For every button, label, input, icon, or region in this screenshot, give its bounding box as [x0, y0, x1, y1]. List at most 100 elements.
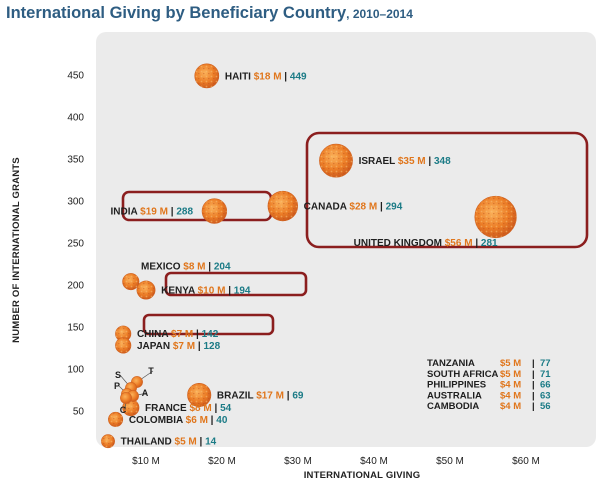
giving-amount: $35 M	[398, 156, 426, 167]
y-tick-label: 50	[73, 407, 85, 418]
label-separator: |	[426, 156, 434, 167]
country-name: JAPAN	[137, 341, 170, 352]
table-amount: $4 M	[500, 390, 521, 401]
x-tick-label: $10 M	[132, 456, 160, 467]
giving-amount: $10 M	[198, 286, 226, 297]
label-separator: |	[193, 329, 201, 340]
highlight-box-kenya	[164, 271, 308, 297]
table-country: TANZANIA	[427, 358, 475, 369]
table-separator: |	[532, 369, 535, 380]
bubble-texture-mexico	[122, 273, 140, 290]
giving-amount: $8 M	[183, 261, 205, 272]
label-haiti: HAITI $18 M | 449	[225, 71, 307, 82]
label-united-kingdom: UNITED KINGDOM $56 M | 281	[354, 238, 498, 249]
bubble-texture-haiti	[194, 63, 219, 88]
label-separator: |	[212, 403, 220, 414]
country-name: COLOMBIA	[129, 415, 183, 426]
grant-count: 348	[434, 156, 451, 167]
label-france: FRANCE $8 M | 54	[145, 403, 232, 414]
label-separator: |	[284, 391, 292, 402]
bubble-texture-kenya	[136, 280, 156, 300]
country-name: MEXICO	[141, 261, 181, 272]
giving-amount: $6 M	[186, 415, 208, 426]
table-amount: $4 M	[500, 401, 521, 412]
chart-subtitle: , 2010–2014	[346, 7, 413, 21]
giving-amount: $8 M	[189, 403, 211, 414]
label-israel: ISRAEL $35 M | 348	[359, 156, 452, 167]
table-country: CAMBODIA	[427, 401, 479, 412]
y-tick-label: 250	[67, 239, 84, 250]
marker-letter-c: C	[120, 405, 127, 415]
grant-count: 128	[203, 341, 220, 352]
x-tick-label: $40 M	[360, 456, 388, 467]
table-country: AUSTRALIA	[427, 390, 482, 401]
bubble-texture-canada	[267, 191, 298, 221]
giving-amount: $18 M	[254, 71, 282, 82]
label-mexico: MEXICO $8 M | 204	[141, 261, 231, 272]
table-grants: 71	[540, 369, 551, 380]
grant-count: 40	[216, 415, 228, 426]
bubble-texture-japan	[115, 337, 131, 354]
y-tick-label: 150	[67, 323, 84, 334]
chart-title-main: International Giving by Beneficiary Coun…	[6, 4, 347, 22]
marker-letter-s: S	[115, 370, 121, 380]
highlight-box-group	[305, 131, 589, 249]
table-amount: $4 M	[500, 380, 521, 391]
label-india: INDIA $19 M | 288	[111, 207, 194, 218]
label-separator: |	[168, 207, 176, 218]
x-tick-label: $60 M	[512, 456, 540, 467]
marker-letter-t: T	[148, 366, 154, 376]
label-separator: |	[197, 437, 205, 448]
label-kenya: KENYA $10 M | 194	[161, 286, 251, 297]
x-tick-label: $20 M	[208, 456, 236, 467]
country-name: UNITED KINGDOM	[354, 238, 442, 249]
table-grants: 63	[540, 390, 551, 401]
label-thailand: THAILAND $5 M | 14	[121, 437, 217, 448]
chart-title: International Giving by Beneficiary Coun…	[6, 4, 413, 23]
table-country: PHILIPPINES	[427, 380, 486, 391]
table-amount: $5 M	[500, 358, 521, 369]
label-separator: |	[195, 341, 203, 352]
bubble-texture-india	[202, 198, 227, 224]
table-country: SOUTH AFRICA	[427, 369, 499, 380]
label-separator: |	[377, 202, 385, 213]
x-axis-title: INTERNATIONAL GIVING	[304, 470, 421, 481]
x-tick-label: $50 M	[436, 456, 464, 467]
bubble-texture-colombia	[108, 412, 123, 427]
y-tick-label: 300	[67, 197, 84, 208]
table-grants: 66	[540, 380, 551, 391]
y-tick-label: 350	[67, 155, 84, 166]
grant-count: 281	[481, 238, 498, 249]
table-separator: |	[532, 390, 535, 401]
label-separator: |	[282, 71, 290, 82]
grant-count: 288	[176, 207, 193, 218]
bubble-texture-thailand	[101, 434, 115, 448]
label-separator: |	[225, 286, 233, 297]
table-separator: |	[532, 380, 535, 391]
marker-letter-p: P	[114, 381, 120, 391]
label-separator: |	[206, 261, 214, 272]
country-name: ISRAEL	[359, 156, 396, 167]
grant-count: 194	[234, 286, 251, 297]
table-separator: |	[532, 358, 535, 369]
country-name: INDIA	[111, 207, 138, 218]
y-tick-label: 450	[67, 71, 84, 82]
country-name: HAITI	[225, 71, 251, 82]
country-name: THAILAND	[121, 437, 172, 448]
bubble-marker-c	[120, 392, 132, 404]
x-tick-label: $30 M	[284, 456, 312, 467]
highlight-box-china	[142, 313, 275, 336]
bubble-texture-israel	[319, 144, 353, 178]
label-japan: JAPAN $7 M | 128	[137, 341, 221, 352]
label-canada: CANADA $28 M | 294	[304, 202, 403, 213]
marker-letter-a: A	[142, 388, 149, 398]
giving-amount: $19 M	[140, 207, 168, 218]
country-name: CANADA	[304, 202, 347, 213]
country-name: BRAZIL	[217, 391, 254, 402]
table-grants: 56	[540, 401, 551, 412]
grant-count: 69	[292, 391, 304, 402]
y-tick-label: 100	[67, 365, 84, 376]
label-brazil: BRAZIL $17 M | 69	[217, 391, 304, 402]
label-colombia: COLOMBIA $6 M | 40	[129, 415, 228, 426]
